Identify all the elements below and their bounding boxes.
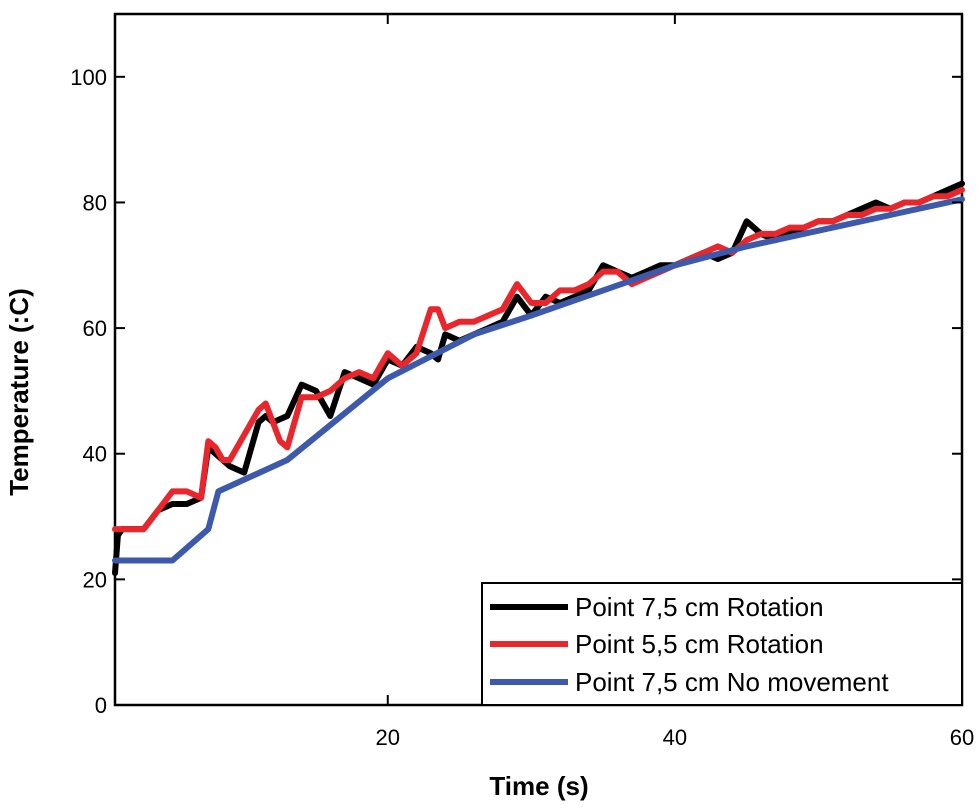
- legend-label-point-7-5-no-movement: Point 7,5 cm No movement: [575, 667, 889, 697]
- x-tick-label: 40: [663, 725, 687, 750]
- y-tick-label: 100: [70, 65, 107, 90]
- legend-label-point-7-5-rotation: Point 7,5 cm Rotation: [575, 592, 824, 622]
- series-line-3: [112, 196, 965, 564]
- y-tick-label: 80: [83, 190, 107, 215]
- y-tick-label: 40: [83, 442, 107, 467]
- y-tick-label: 60: [83, 316, 107, 341]
- series-group: [112, 180, 965, 577]
- legend: Point 7,5 cm Rotation Point 5,5 cm Rotat…: [481, 582, 963, 706]
- x-axis-title: Time (s): [489, 771, 588, 801]
- y-axis-title: Temperature (:C): [4, 288, 34, 496]
- y-tick-label: 20: [83, 567, 107, 592]
- series-line-1: [112, 180, 965, 577]
- series-line-2: [112, 186, 965, 533]
- y-tick-label: 0: [95, 693, 107, 718]
- x-tick-label: 60: [950, 725, 974, 750]
- legend-label-point-5-5-rotation: Point 5,5 cm Rotation: [575, 629, 824, 659]
- x-tick-label: 20: [376, 725, 400, 750]
